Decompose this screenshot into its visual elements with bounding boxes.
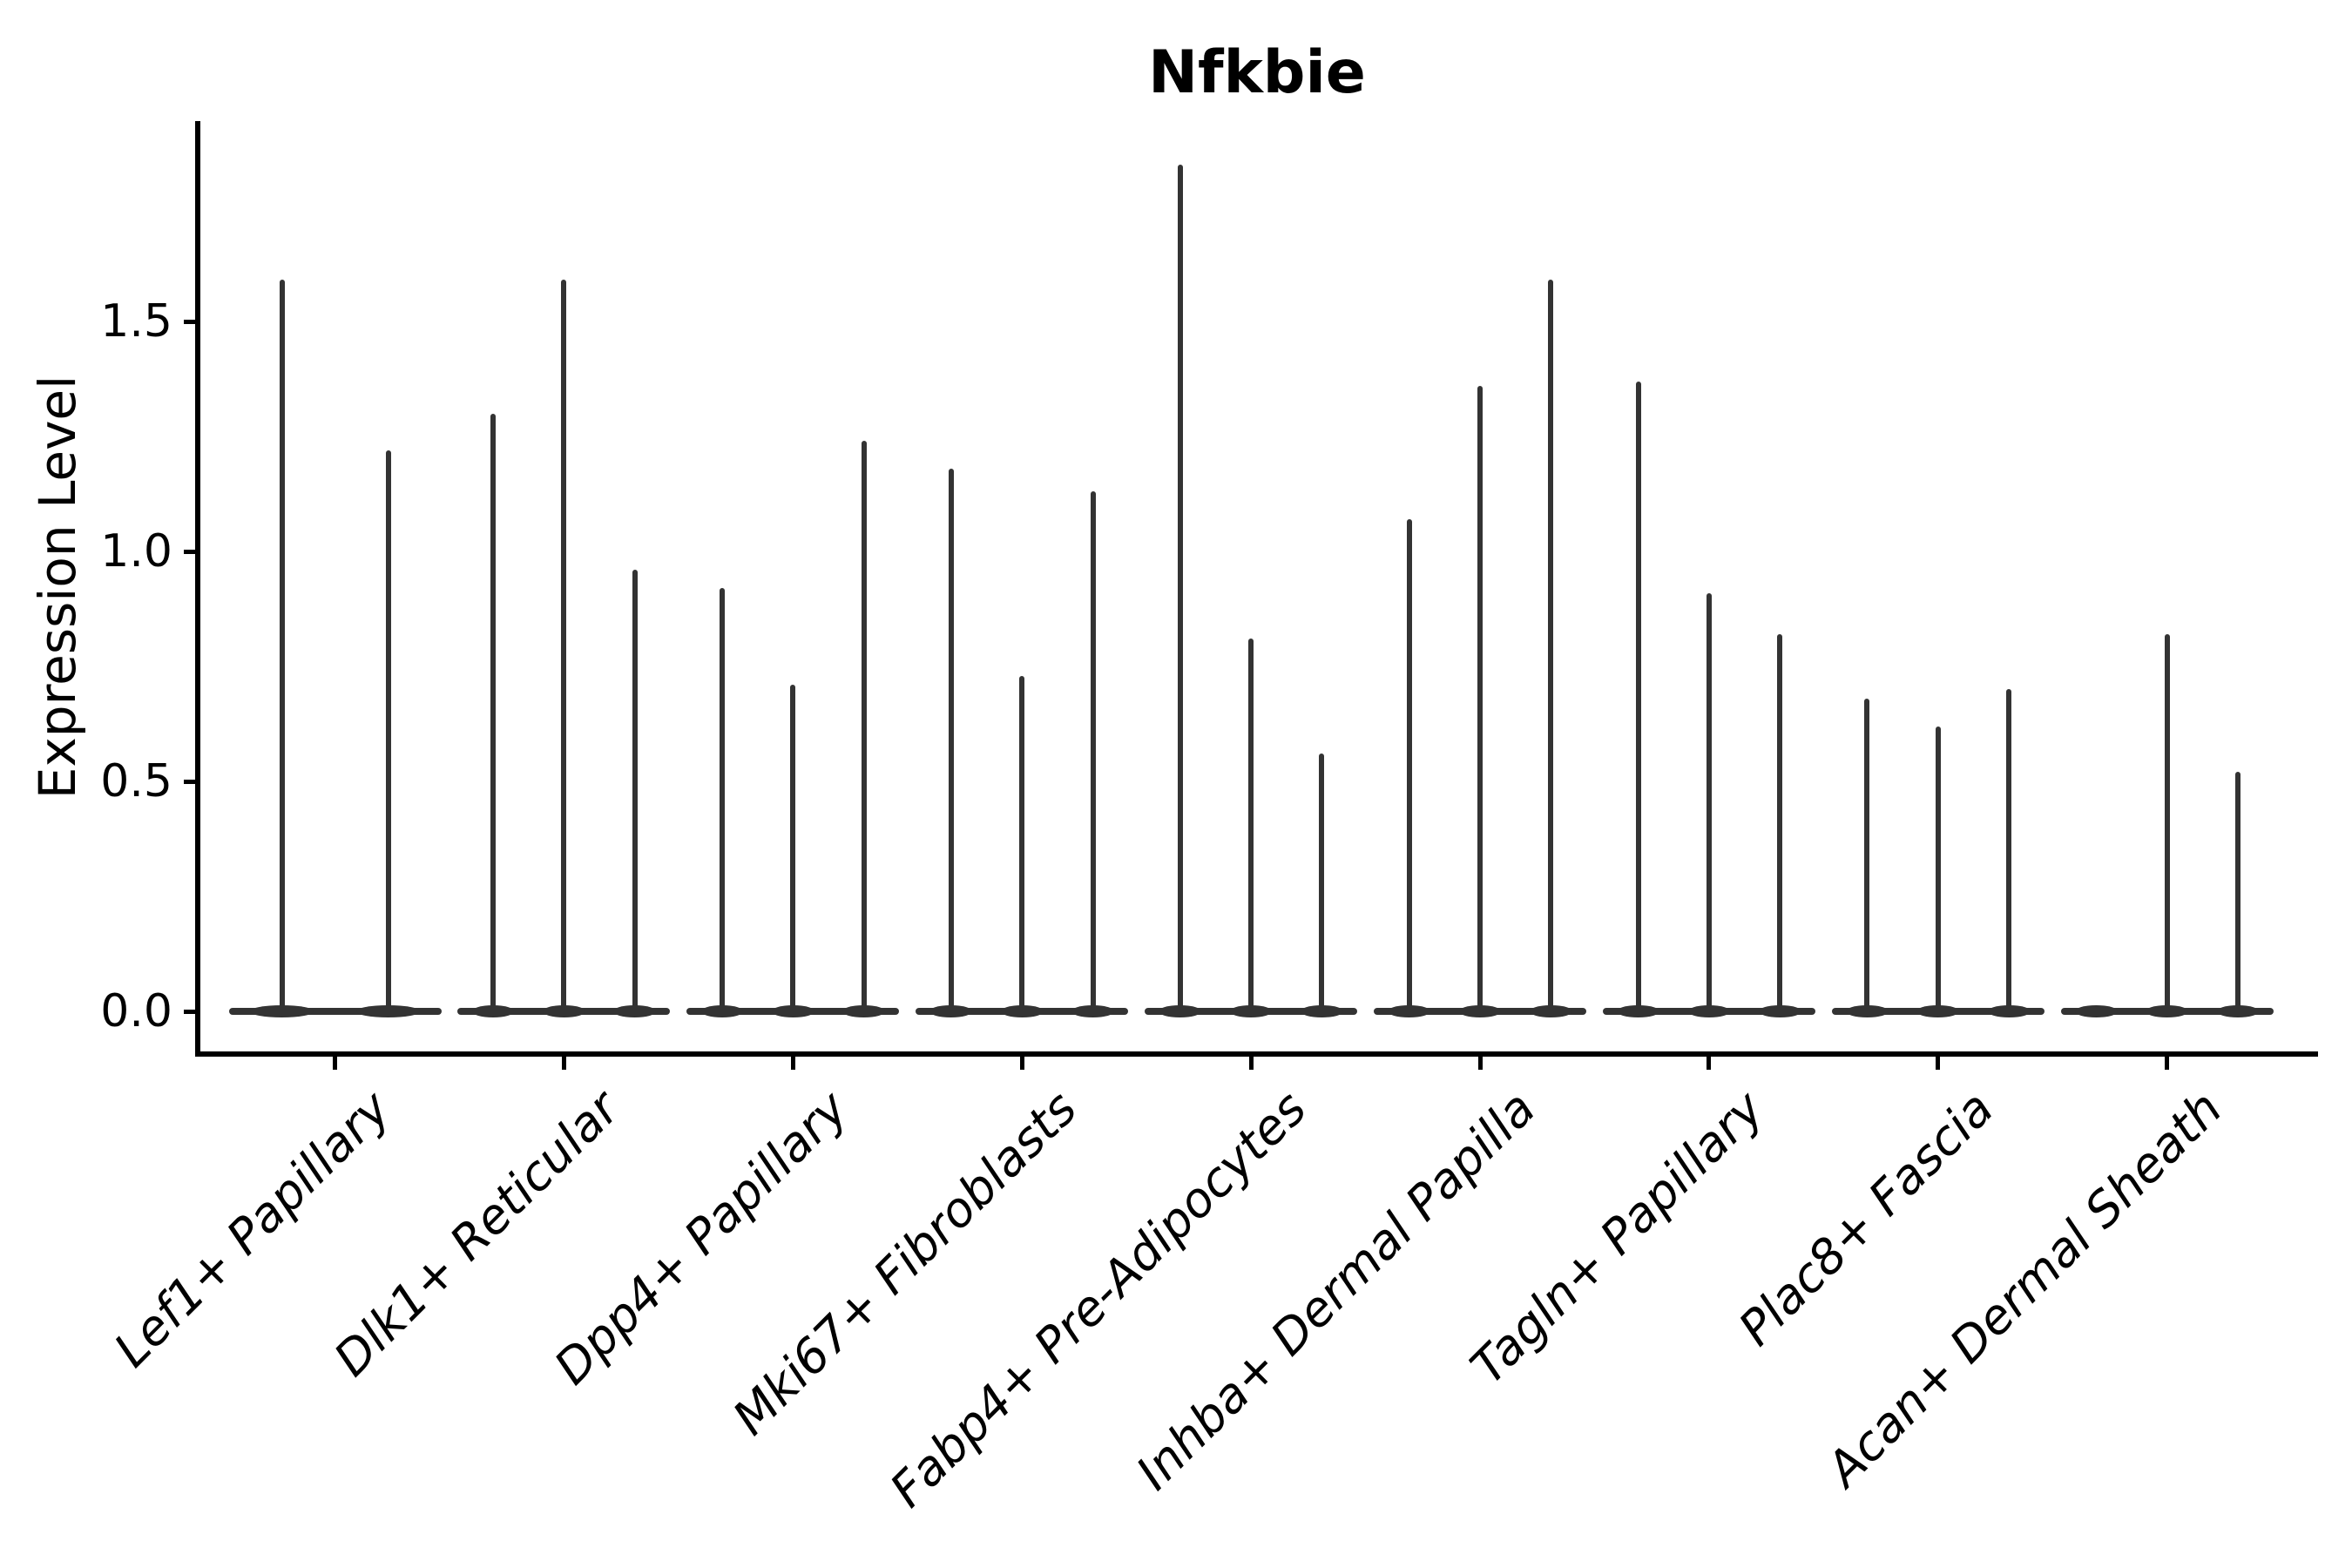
violin-spike [2164,634,2170,1011]
violin-spike [1319,754,1325,1011]
violin-spike [1177,165,1183,1011]
y-tick [184,779,196,784]
violin-bulge [771,1005,814,1017]
x-tick [1477,1057,1483,1070]
violin-bulge [471,1005,515,1017]
violin-spike [490,413,497,1011]
violin-spike [948,468,954,1011]
violin-bulge [1458,1005,1502,1017]
y-tick [184,1009,196,1014]
x-tick [2165,1057,2170,1070]
x-tick [333,1057,337,1070]
violin-bulge [929,1005,973,1017]
violin-bulge [1159,1005,1202,1017]
violin-bulge [1301,1005,1343,1017]
violin-spike [1935,726,1941,1011]
violin-bulge [1987,1005,2031,1017]
x-tick-label: Acan+ Dermal Sheath [1815,1080,2233,1497]
chart-title: Nfkbie [1148,38,1366,107]
y-tick-label: 1.0 [100,525,172,578]
violin-bulge [1916,1005,1960,1017]
y-axis-label: Expression Level [28,375,87,800]
violin-bulge [1758,1005,1801,1017]
violin-spike [1406,519,1412,1011]
y-tick-label: 0.0 [100,985,172,1037]
violin-spike [1635,381,1641,1011]
violin-spike [1248,639,1254,1011]
violin-spike [861,441,867,1011]
violin-bulge [700,1005,744,1017]
x-tick [1019,1057,1024,1070]
violin-bulge [842,1005,886,1017]
violin-spike [1477,385,1483,1011]
x-tick-label: Inhba+ Dermal Papilla [1125,1080,1546,1501]
violin-spike [385,449,391,1011]
y-tick [184,319,196,324]
x-axis-spine [195,1051,2318,1057]
x-tick-label: Fabp4+ Pre-Adipocytes [879,1080,1317,1518]
violin-spike [719,588,725,1011]
x-tick [790,1057,795,1070]
violin-bulge [1229,1005,1273,1017]
violin-bulge [1846,1005,1889,1017]
violin-spike [790,685,796,1011]
violin-spike [2006,689,2012,1011]
violin-bulge [613,1005,657,1017]
x-tick [1707,1057,1712,1070]
x-tick [1936,1057,1941,1070]
violin-spike [1090,491,1096,1011]
violin-spike [279,280,285,1011]
y-tick [184,549,196,554]
violin-spike [1777,634,1783,1011]
violin-spike [632,570,638,1011]
violin-bulge [1617,1005,1659,1017]
violin-spike [2235,772,2241,1011]
violin-bulge [1071,1005,1114,1017]
violin-spike [1706,592,1712,1011]
y-axis-spine [195,121,200,1057]
violin-bulge [2074,1005,2118,1017]
violin-bulge [1388,1005,1431,1017]
violin-bulge [1687,1005,1731,1017]
y-tick-label: 1.5 [100,295,172,348]
violin-spike [1019,675,1025,1011]
violin-bulge [543,1005,585,1017]
violin-spike [1548,280,1554,1011]
violin-spike [1864,698,1870,1011]
violin-bulge [1529,1005,1572,1017]
violin-base-band [228,1008,442,1015]
violin-bulge [249,1005,314,1017]
violin-spike [561,280,567,1011]
y-tick-label: 0.5 [100,755,172,808]
x-tick [1248,1057,1254,1070]
violin-bulge [1000,1005,1044,1017]
violin-bulge [355,1005,421,1017]
violin-bulge [2216,1005,2260,1017]
violin-bulge [2146,1005,2189,1017]
x-tick [561,1057,566,1070]
